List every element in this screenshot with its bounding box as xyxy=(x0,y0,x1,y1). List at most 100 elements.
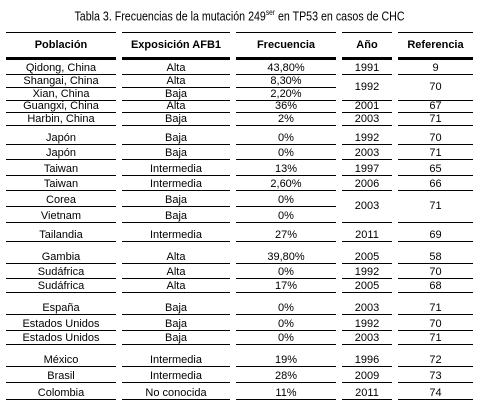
table-cell: Intermedia xyxy=(122,345,230,367)
table-row: Guangxi, China Alta 36% 2001 67 xyxy=(6,101,473,113)
table-cell: Intermedia xyxy=(122,160,230,176)
table-row: Colombia No conocida 11% 2011 74 xyxy=(6,383,473,400)
table-cell: 39,80% xyxy=(236,242,336,264)
table-row: Vietnam Baja 0% xyxy=(6,207,473,223)
table-cell: 9 xyxy=(398,60,473,75)
table-cell: 13% xyxy=(236,160,336,176)
table-cell: Qidong, China xyxy=(6,60,116,75)
table-cell: 58 xyxy=(398,242,473,264)
table-cell: Xian, China xyxy=(6,88,116,101)
table-cell: 1992 xyxy=(342,315,392,331)
table-row: México Intermedia 19% 1996 72 xyxy=(6,345,473,367)
table-cell: Alta xyxy=(122,242,230,264)
table-cell: 70 xyxy=(398,126,473,145)
header-cell: Exposición AFB1 xyxy=(122,32,230,60)
table-cell: 28% xyxy=(236,367,336,383)
table-cell: 17% xyxy=(236,279,336,293)
table-cell: 71 xyxy=(398,113,473,126)
table-cell: 1996 xyxy=(342,345,392,367)
table-cell: Japón xyxy=(6,145,116,160)
table-row: Shangai, China Alta 8,30% 1992 70 xyxy=(6,75,473,101)
table-cell: Brasil xyxy=(6,367,116,383)
table-row: España Baja 0% 2003 71 xyxy=(6,293,473,315)
table-cell: 2009 xyxy=(342,367,392,383)
table-cell: Japón xyxy=(6,126,116,145)
table-cell: 2,20% xyxy=(236,88,336,101)
table-cell: 0% xyxy=(236,315,336,331)
table-row: Estados Unidos Baja 0% 2003 71 xyxy=(6,331,473,345)
table-cell: 66 xyxy=(398,176,473,191)
table-cell: 0% xyxy=(236,331,336,345)
table-row: Japón Baja 0% 2003 71 xyxy=(6,145,473,160)
table-cell: 70 xyxy=(398,264,473,279)
table-cell: 71 xyxy=(398,331,473,345)
table-cell: 71 xyxy=(398,145,473,160)
table-cell: Sudáfrica xyxy=(6,279,116,293)
table-cell: Baja xyxy=(122,88,230,101)
table-cell: Intermedia xyxy=(122,367,230,383)
table-cell: 70 xyxy=(398,315,473,331)
table-cell: 68 xyxy=(398,279,473,293)
table-cell: Estados Unidos xyxy=(6,315,116,331)
table-cell: 1997 xyxy=(342,160,392,176)
table-cell: Baja xyxy=(122,113,230,126)
table-cell: 1992 xyxy=(342,75,392,101)
table-cell: Tailandia xyxy=(6,223,116,242)
table-cell: 65 xyxy=(398,160,473,176)
table-cell: 27% xyxy=(236,223,336,242)
table-cell: Taiwan xyxy=(6,176,116,191)
table-cell: Baja xyxy=(122,191,230,207)
table-row: Xian, China Baja 2,20% xyxy=(6,88,473,101)
table-cell: 2005 xyxy=(342,242,392,264)
table-cell: Intermedia xyxy=(122,223,230,242)
table-cell: Alta xyxy=(122,279,230,293)
table-cell: 2003 xyxy=(342,145,392,160)
title-text: en TP53 en casos de CHC xyxy=(274,8,405,24)
table-row: Corea Baja 0% 2003 71 xyxy=(6,191,473,223)
header-cell: Referencia xyxy=(398,32,473,60)
table-cell: 0% xyxy=(236,126,336,145)
table-cell: Alta xyxy=(122,75,230,88)
table-cell: 2005 xyxy=(342,279,392,293)
header-row: Población Exposición AFB1 Frecuencia Año Ref… xyxy=(6,32,473,60)
table-cell: 1992 xyxy=(342,264,392,279)
table-cell: 2003 xyxy=(342,331,392,345)
table-cell: No conocida xyxy=(122,383,230,400)
table-cell: Alta xyxy=(122,101,230,113)
table-cell: 2006 xyxy=(342,176,392,191)
table-row: Tailandia Intermedia 27% 2011 69 xyxy=(6,223,473,242)
table-cell: 36% xyxy=(236,101,336,113)
table-cell: 2003 xyxy=(342,191,392,223)
table-row: Qidong, China Alta 43,80% 1991 9 xyxy=(6,60,473,75)
table-cell: 0% xyxy=(236,293,336,315)
table-cell: 2% xyxy=(236,113,336,126)
title-superscript: ser xyxy=(265,8,275,17)
table-cell: 1992 xyxy=(342,126,392,145)
data-table: Población Exposición AFB1 Frecuencia Año Ref… xyxy=(0,32,479,400)
table-row: Gambia Alta 39,80% 2005 58 xyxy=(6,242,473,264)
table-cell: 72 xyxy=(398,345,473,367)
table-cell: 73 xyxy=(398,367,473,383)
table-cell: México xyxy=(6,345,116,367)
table-cell: 2003 xyxy=(342,293,392,315)
table-cell: Harbin, China xyxy=(6,113,116,126)
table-cell: 1991 xyxy=(342,60,392,75)
table-row: Taiwan Intermedia 2,60% 2006 66 xyxy=(6,176,473,191)
table-cell: Guangxi, China xyxy=(6,101,116,113)
table-cell: Gambia xyxy=(6,242,116,264)
header-cell: Año xyxy=(342,32,392,60)
table-cell: Baja xyxy=(122,293,230,315)
table-cell: 2003 xyxy=(342,113,392,126)
table-row: Taiwan Intermedia 13% 1997 65 xyxy=(6,160,473,176)
table-cell: 69 xyxy=(398,223,473,242)
table-cell: 11% xyxy=(236,383,336,400)
table-body: Qidong, China Alta 43,80% 1991 9 Shangai, Chi… xyxy=(6,60,473,400)
table-cell: España xyxy=(6,293,116,315)
table-cell: Alta xyxy=(122,60,230,75)
table-cell: 43,80% xyxy=(236,60,336,75)
table-row: Estados Unidos Baja 0% 1992 70 xyxy=(6,315,473,331)
table-cell: 2001 xyxy=(342,101,392,113)
table-cell: 19% xyxy=(236,345,336,367)
header-cell: Frecuencia xyxy=(236,32,336,60)
table-row: Brasil Intermedia 28% 2009 73 xyxy=(6,367,473,383)
